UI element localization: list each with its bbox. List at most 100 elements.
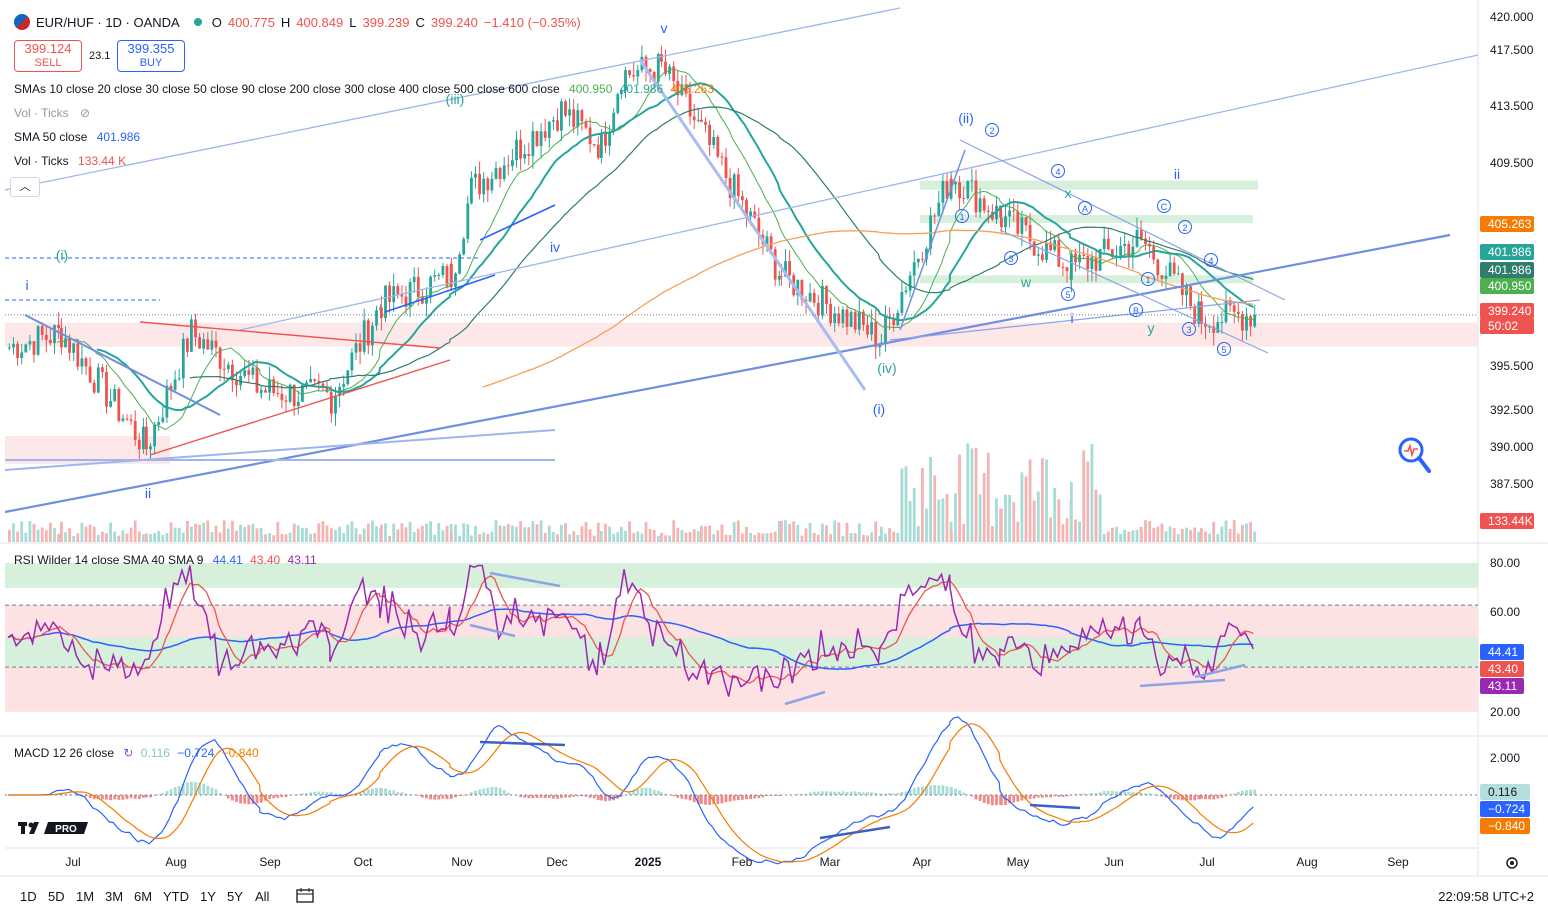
candle-body xyxy=(466,203,469,238)
wave-label: 4 xyxy=(1055,167,1060,177)
magnifier-icon[interactable] xyxy=(1398,437,1432,478)
wave-label: i xyxy=(1070,310,1073,326)
volume-bar xyxy=(708,525,711,542)
clock[interactable]: 22:09:58 UTC+2 xyxy=(1438,889,1534,904)
candle-body xyxy=(905,290,908,292)
volume-group xyxy=(8,443,1256,542)
sma50-legend[interactable]: SMA 50 close 401.986 xyxy=(14,130,140,144)
timeframe-all-button[interactable]: All xyxy=(255,889,269,904)
macd-hist-bar xyxy=(109,795,112,800)
volume-bar xyxy=(548,526,551,542)
volume-bar xyxy=(227,529,230,542)
volume-bar xyxy=(16,532,19,542)
price-badge-text: 401.986 xyxy=(1488,245,1532,259)
candle-body xyxy=(523,154,526,159)
candle-body xyxy=(597,145,600,158)
timeframe-ytd-button[interactable]: YTD xyxy=(163,889,189,904)
macd-hist-bar xyxy=(745,795,748,799)
volume-bar xyxy=(704,526,707,542)
macd-hist-bar xyxy=(641,788,644,795)
candle-body xyxy=(842,310,845,324)
collapse-legend-button[interactable]: ︿ xyxy=(10,177,40,197)
candle-body xyxy=(536,131,539,146)
candle-body xyxy=(157,422,160,425)
open-value: 400.775 xyxy=(228,15,275,30)
tradingview-logo[interactable]: PRO xyxy=(18,820,88,836)
smas-legend[interactable]: SMAs 10 close 20 close 30 close 50 close… xyxy=(14,82,714,96)
candle-body xyxy=(491,179,494,190)
symbol-title[interactable]: EUR/HUF · 1D · OANDA xyxy=(36,15,180,30)
volume-bar xyxy=(93,527,96,542)
candle-body xyxy=(612,113,615,132)
low-value: 399.239 xyxy=(362,15,409,30)
macd-divergence-line xyxy=(1030,805,1080,808)
timeframe-1d-button[interactable]: 1D xyxy=(20,889,37,904)
volume-bar xyxy=(309,534,312,542)
candle-body xyxy=(693,116,696,120)
volume-bar xyxy=(198,525,201,542)
eye-hidden-icon[interactable]: ⊘ xyxy=(80,106,90,120)
candle-body xyxy=(495,168,498,179)
volume-bar xyxy=(264,534,267,542)
candle-body xyxy=(1041,254,1044,260)
macd-hist-bar xyxy=(495,787,498,795)
candle-body xyxy=(774,249,777,279)
volume-bar xyxy=(874,521,877,542)
settings-gear-icon[interactable] xyxy=(1504,855,1520,874)
sell-button[interactable]: 399.124 SELL xyxy=(14,40,82,72)
timeframe-5d-button[interactable]: 5D xyxy=(48,889,65,904)
macd-legend[interactable]: MACD 12 26 close ↻ 0.116 −0.724 −0.840 xyxy=(14,746,259,760)
macd-hist-bar xyxy=(1016,795,1019,802)
volume-bar xyxy=(921,468,924,542)
macd-hist-bar xyxy=(593,795,596,798)
macd-hist-bar xyxy=(227,795,230,798)
volume-bar xyxy=(1091,444,1094,542)
candle-body xyxy=(198,337,201,348)
macd-hist-bar xyxy=(962,793,965,795)
wave-label: ii xyxy=(1174,166,1180,182)
macd-hist-bar xyxy=(653,790,656,795)
trendline xyxy=(480,205,555,240)
candle-body xyxy=(105,372,108,407)
timeframe-6m-button[interactable]: 6M xyxy=(134,889,152,904)
volume-bar xyxy=(194,524,197,542)
timeframe-3m-button[interactable]: 3M xyxy=(105,889,123,904)
candle-body xyxy=(519,140,522,159)
timeframe-5y-button[interactable]: 5Y xyxy=(227,889,243,904)
candle-body xyxy=(568,109,571,115)
volume-bar xyxy=(342,533,345,542)
vol-hidden-legend[interactable]: Vol · Ticks ⊘ xyxy=(14,106,90,120)
candle-body xyxy=(821,286,824,316)
volume-bar xyxy=(979,494,982,542)
candle-body xyxy=(829,304,832,323)
candle-body xyxy=(1004,216,1007,227)
macd-hist-bar xyxy=(833,792,836,795)
macd-hist-bar xyxy=(1189,795,1192,800)
volume-bar xyxy=(1012,502,1015,542)
candle-body xyxy=(1173,263,1176,274)
macd-hist-bar xyxy=(1204,795,1207,799)
buy-button[interactable]: 399.355 BUY xyxy=(117,40,185,72)
supply-zone xyxy=(5,323,1478,347)
macd-hist-bar xyxy=(202,784,205,795)
timeframe-1m-button[interactable]: 1M xyxy=(76,889,94,904)
macd-hist-bar xyxy=(1173,795,1176,799)
volume-bar xyxy=(113,532,116,542)
timeframe-1y-button[interactable]: 1Y xyxy=(200,889,216,904)
candle-body xyxy=(954,182,957,184)
volume-bar xyxy=(523,527,526,542)
macd-hist-bar xyxy=(437,795,440,800)
calendar-range-icon[interactable] xyxy=(296,887,314,906)
candle-body xyxy=(380,308,383,319)
vol-legend[interactable]: Vol · Ticks 133.44 K xyxy=(14,154,126,168)
candle-body xyxy=(809,293,812,302)
candle-body xyxy=(85,358,88,366)
candle-body xyxy=(721,157,724,158)
macd-hist-bar xyxy=(1123,791,1126,795)
volume-bar xyxy=(317,523,320,542)
volume-bar xyxy=(624,531,627,542)
macd-hist-bar xyxy=(1107,791,1110,795)
rsi-legend[interactable]: RSI Wilder 14 close SMA 40 SMA 9 44.41 4… xyxy=(14,553,317,567)
